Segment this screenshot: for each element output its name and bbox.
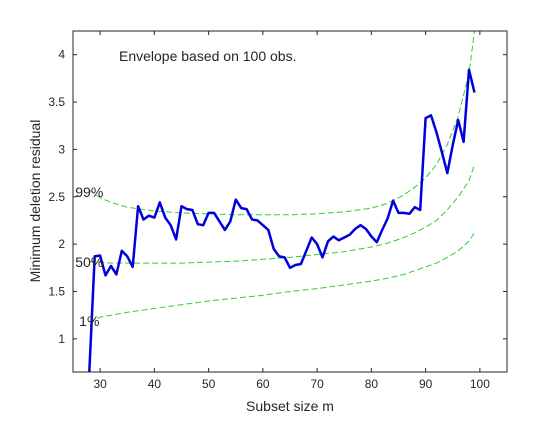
observed-line <box>88 68 476 372</box>
x-tick-label: 70 <box>310 377 324 391</box>
x-tick-label: 60 <box>256 377 270 391</box>
y-tick-label: 1.5 <box>48 284 65 298</box>
y-tick-label: 1 <box>58 332 65 346</box>
y-tick-label: 2 <box>58 237 65 251</box>
y-tick-label: 4 <box>58 48 65 62</box>
x-axis-ticks: 30 40 50 60 70 80 90 100 <box>93 31 490 391</box>
x-tick-label: 90 <box>419 377 433 391</box>
y-tick-label: 2.5 <box>48 190 65 204</box>
x-tick-label: 80 <box>365 377 379 391</box>
envelope-label-50: 50% <box>75 254 103 270</box>
envelope-line-1 <box>89 232 475 323</box>
envelope-labels: 99% 50% 1% <box>75 184 103 329</box>
envelope-line-50 <box>89 164 475 264</box>
x-axis-label: Subset size m <box>246 398 334 414</box>
envelope-label-99: 99% <box>75 184 103 200</box>
y-axis-label: Minimum deletion residual <box>27 120 43 283</box>
plot-annotation: Envelope based on 100 obs. <box>119 48 296 64</box>
plot-background <box>73 31 507 372</box>
x-tick-label: 40 <box>148 377 162 391</box>
x-tick-label: 30 <box>93 377 107 391</box>
envelope-label-1: 1% <box>79 313 99 329</box>
x-tick-label: 100 <box>470 377 490 391</box>
y-tick-label: 3 <box>58 142 65 156</box>
y-axis-ticks: 1 1.5 2 2.5 3 3.5 4 <box>48 48 507 346</box>
observed-series-line <box>88 68 476 372</box>
x-tick-label: 50 <box>202 377 216 391</box>
plot-frame <box>72 30 508 373</box>
y-tick-label: 3.5 <box>48 95 65 109</box>
